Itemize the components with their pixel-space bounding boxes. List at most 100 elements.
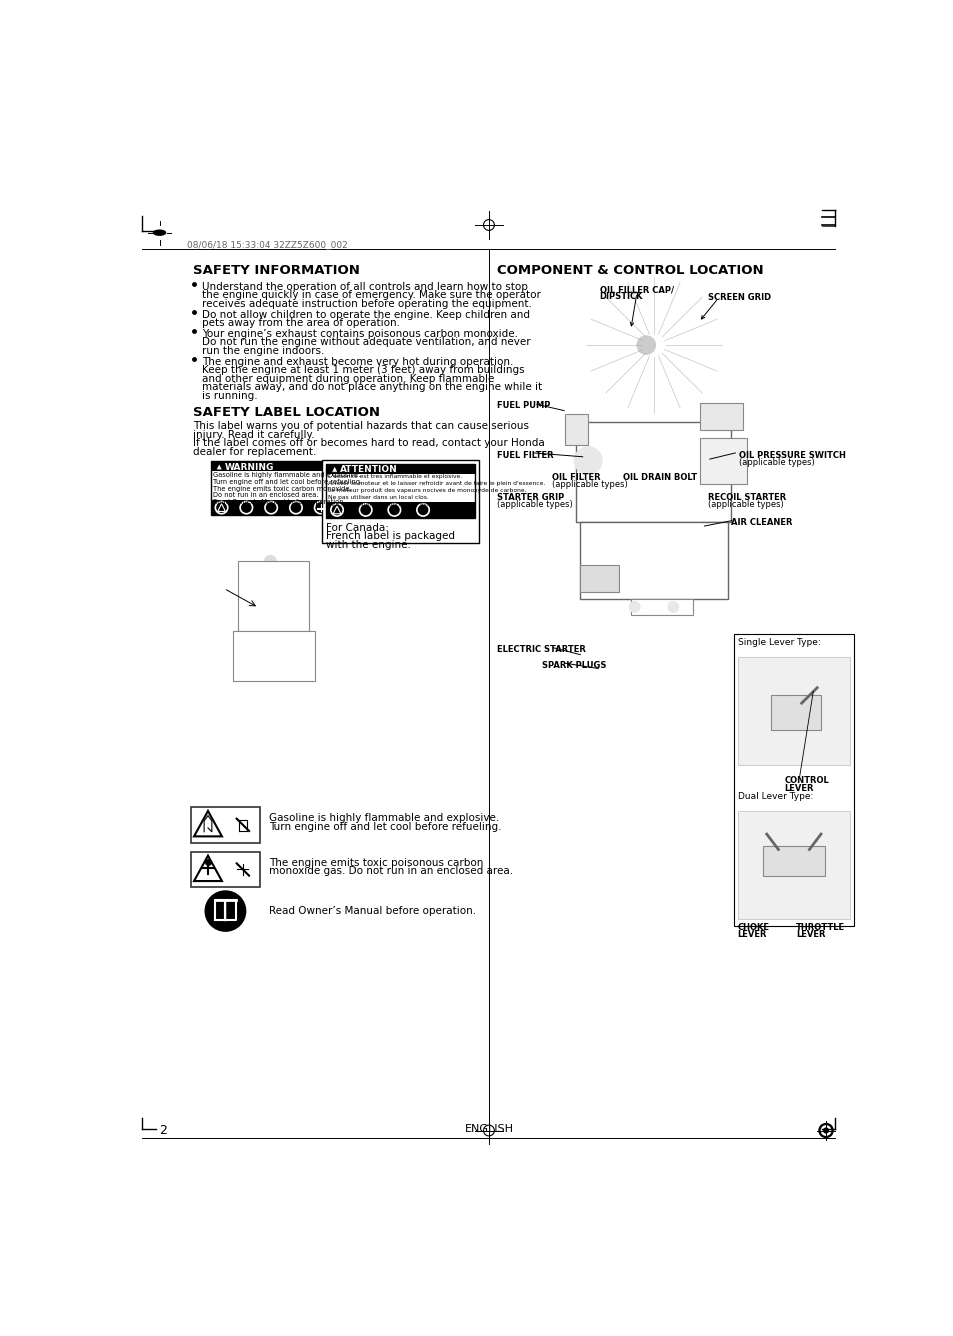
Text: AIR CLEANER: AIR CLEANER	[731, 518, 792, 528]
Text: ENGLISH: ENGLISH	[464, 1125, 513, 1134]
Text: The engine and exhaust become very hot during operation.: The engine and exhaust become very hot d…	[202, 357, 513, 366]
Text: dealer for replacement.: dealer for replacement.	[193, 446, 315, 457]
Text: 08/06/18 15:33:04 32ZZ5Z600_002: 08/06/18 15:33:04 32ZZ5Z600_002	[187, 239, 348, 248]
Text: CONTROL: CONTROL	[783, 776, 828, 786]
Ellipse shape	[152, 230, 166, 236]
Text: RECOIL STARTER: RECOIL STARTER	[707, 493, 785, 502]
Polygon shape	[193, 855, 222, 880]
Text: SAFETY LABEL LOCATION: SAFETY LABEL LOCATION	[193, 406, 379, 420]
Bar	[326, 502, 475, 517]
Text: SCREEN GRID: SCREEN GRID	[707, 293, 771, 302]
Bar	[191, 807, 260, 843]
Text: WARNING: WARNING	[224, 462, 274, 472]
Bar	[770, 696, 821, 729]
Bar	[564, 414, 587, 445]
Text: !: !	[334, 465, 336, 472]
Text: LEVER: LEVER	[737, 930, 766, 939]
Text: CHOKE: CHOKE	[737, 923, 769, 931]
Text: French label is packaged: French label is packaged	[326, 532, 455, 541]
Bar	[211, 500, 342, 516]
Bar	[211, 461, 342, 516]
Text: injury. Read it carefully.: injury. Read it carefully.	[193, 430, 314, 440]
Text: DIPSTICK: DIPSTICK	[599, 293, 642, 301]
Text: FUEL PUMP: FUEL PUMP	[497, 401, 550, 410]
Bar	[762, 846, 824, 876]
Text: monoxide gas. Do not run in an enclosed area.: monoxide gas. Do not run in an enclosed …	[269, 867, 513, 876]
Text: Single Lever Type:: Single Lever Type:	[737, 637, 820, 647]
Circle shape	[249, 540, 292, 582]
Text: Turn engine off and let cool before refueling.: Turn engine off and let cool before refu…	[269, 822, 500, 832]
Text: ELECTRIC STARTER: ELECTRIC STARTER	[497, 645, 585, 655]
Text: Gasoline is highly flammable and explosive.: Gasoline is highly flammable and explosi…	[269, 814, 498, 823]
Text: LEVER: LEVER	[795, 930, 824, 939]
Text: Understand the operation of all controls and learn how to stop: Understand the operation of all controls…	[202, 282, 528, 293]
Text: Read Owner’s Manual before operation.: Read Owner’s Manual before operation.	[269, 906, 476, 916]
Circle shape	[637, 335, 655, 354]
Text: The engine emits toxic poisonous carbon: The engine emits toxic poisonous carbon	[269, 858, 482, 868]
Bar	[579, 565, 618, 592]
Text: (applicable types): (applicable types)	[497, 500, 572, 509]
Text: THROTTLE: THROTTLE	[795, 923, 844, 931]
Circle shape	[820, 1125, 831, 1136]
Text: with the engine.: with the engine.	[326, 540, 411, 550]
Bar	[576, 422, 731, 522]
Text: Your engine’s exhaust contains poisonous carbon monoxide.: Your engine’s exhaust contains poisonous…	[202, 329, 517, 339]
Text: COMPONENT & CONTROL LOCATION: COMPONENT & CONTROL LOCATION	[497, 263, 762, 277]
Text: Ne pas utiliser dans un local clos.: Ne pas utiliser dans un local clos.	[328, 494, 429, 500]
Bar	[233, 631, 314, 681]
Bar	[700, 437, 746, 484]
Bar	[630, 600, 692, 615]
Text: Keep the engine at least 1 meter (3 feet) away from buildings: Keep the engine at least 1 meter (3 feet…	[202, 365, 524, 375]
Bar	[322, 460, 478, 542]
Text: Le moteur produit des vapeurs nocives de monoxyde de carbone.: Le moteur produit des vapeurs nocives de…	[328, 488, 526, 493]
Circle shape	[579, 273, 727, 418]
Text: !: !	[218, 464, 221, 469]
Text: pets away from the area of operation.: pets away from the area of operation.	[202, 318, 399, 329]
Text: Gasoline is highly flammable and explosive.: Gasoline is highly flammable and explosi…	[213, 472, 360, 478]
Circle shape	[818, 1122, 833, 1138]
Polygon shape	[216, 464, 222, 470]
Text: FUEL FILTER: FUEL FILTER	[497, 450, 553, 460]
Circle shape	[231, 814, 254, 836]
Text: OIL DRAIN BOLT: OIL DRAIN BOLT	[622, 473, 697, 482]
Bar	[579, 522, 727, 600]
Text: OIL FILLER CAP/: OIL FILLER CAP/	[599, 285, 673, 294]
Text: run the engine indoors.: run the engine indoors.	[202, 346, 324, 355]
Text: (applicable types): (applicable types)	[739, 457, 814, 466]
Text: the engine quickly in case of emergency. Make sure the operator: the engine quickly in case of emergency.…	[202, 290, 540, 301]
Text: SAFETY INFORMATION: SAFETY INFORMATION	[193, 263, 359, 277]
Bar	[237, 561, 309, 631]
Text: Do not run in an enclosed area.: Do not run in an enclosed area.	[213, 493, 318, 498]
Text: (applicable types): (applicable types)	[551, 480, 627, 489]
Text: Lire le manuel du proprietaire avant l'utilisation.: Lire le manuel du proprietaire avant l'u…	[328, 501, 474, 506]
Text: SPARK PLUGS: SPARK PLUGS	[541, 661, 605, 669]
Text: The engine emits toxic carbon monoxide.: The engine emits toxic carbon monoxide.	[213, 486, 352, 492]
Circle shape	[822, 1128, 828, 1134]
Text: Turn engine off and let cool before refueling.: Turn engine off and let cool before refu…	[213, 478, 362, 485]
Text: OIL FILTER: OIL FILTER	[551, 473, 599, 482]
Bar	[326, 464, 475, 517]
Bar	[737, 657, 849, 764]
Text: ATTENTION: ATTENTION	[340, 465, 397, 474]
Polygon shape	[193, 811, 222, 836]
Bar	[191, 852, 260, 887]
Bar	[700, 403, 742, 430]
Text: OIL PRESSURE SWITCH: OIL PRESSURE SWITCH	[739, 450, 845, 460]
Text: Arreter le moteur et le laisser refroidir avant de faire le plein d'essence.: Arreter le moteur et le laisser refroidi…	[328, 481, 545, 486]
Text: is running.: is running.	[202, 390, 257, 401]
Circle shape	[264, 556, 276, 568]
Text: 2: 2	[159, 1125, 167, 1137]
Circle shape	[574, 446, 601, 474]
Bar	[733, 633, 853, 926]
Circle shape	[231, 858, 254, 880]
Bar	[326, 464, 475, 474]
Text: Read Owner's Manual before operation.: Read Owner's Manual before operation.	[213, 500, 345, 505]
Circle shape	[629, 601, 639, 612]
Text: (applicable types): (applicable types)	[707, 500, 783, 509]
Circle shape	[667, 601, 679, 612]
Text: L'essence est tres inflammable et explosive.: L'essence est tres inflammable et explos…	[328, 474, 462, 480]
Text: This label warns you of potential hazards that can cause serious: This label warns you of potential hazard…	[193, 421, 528, 432]
Text: receives adequate instruction before operating the equipment.: receives adequate instruction before ope…	[202, 299, 532, 309]
Circle shape	[239, 530, 301, 592]
Text: materials away, and do not place anything on the engine while it: materials away, and do not place anythin…	[202, 382, 541, 391]
